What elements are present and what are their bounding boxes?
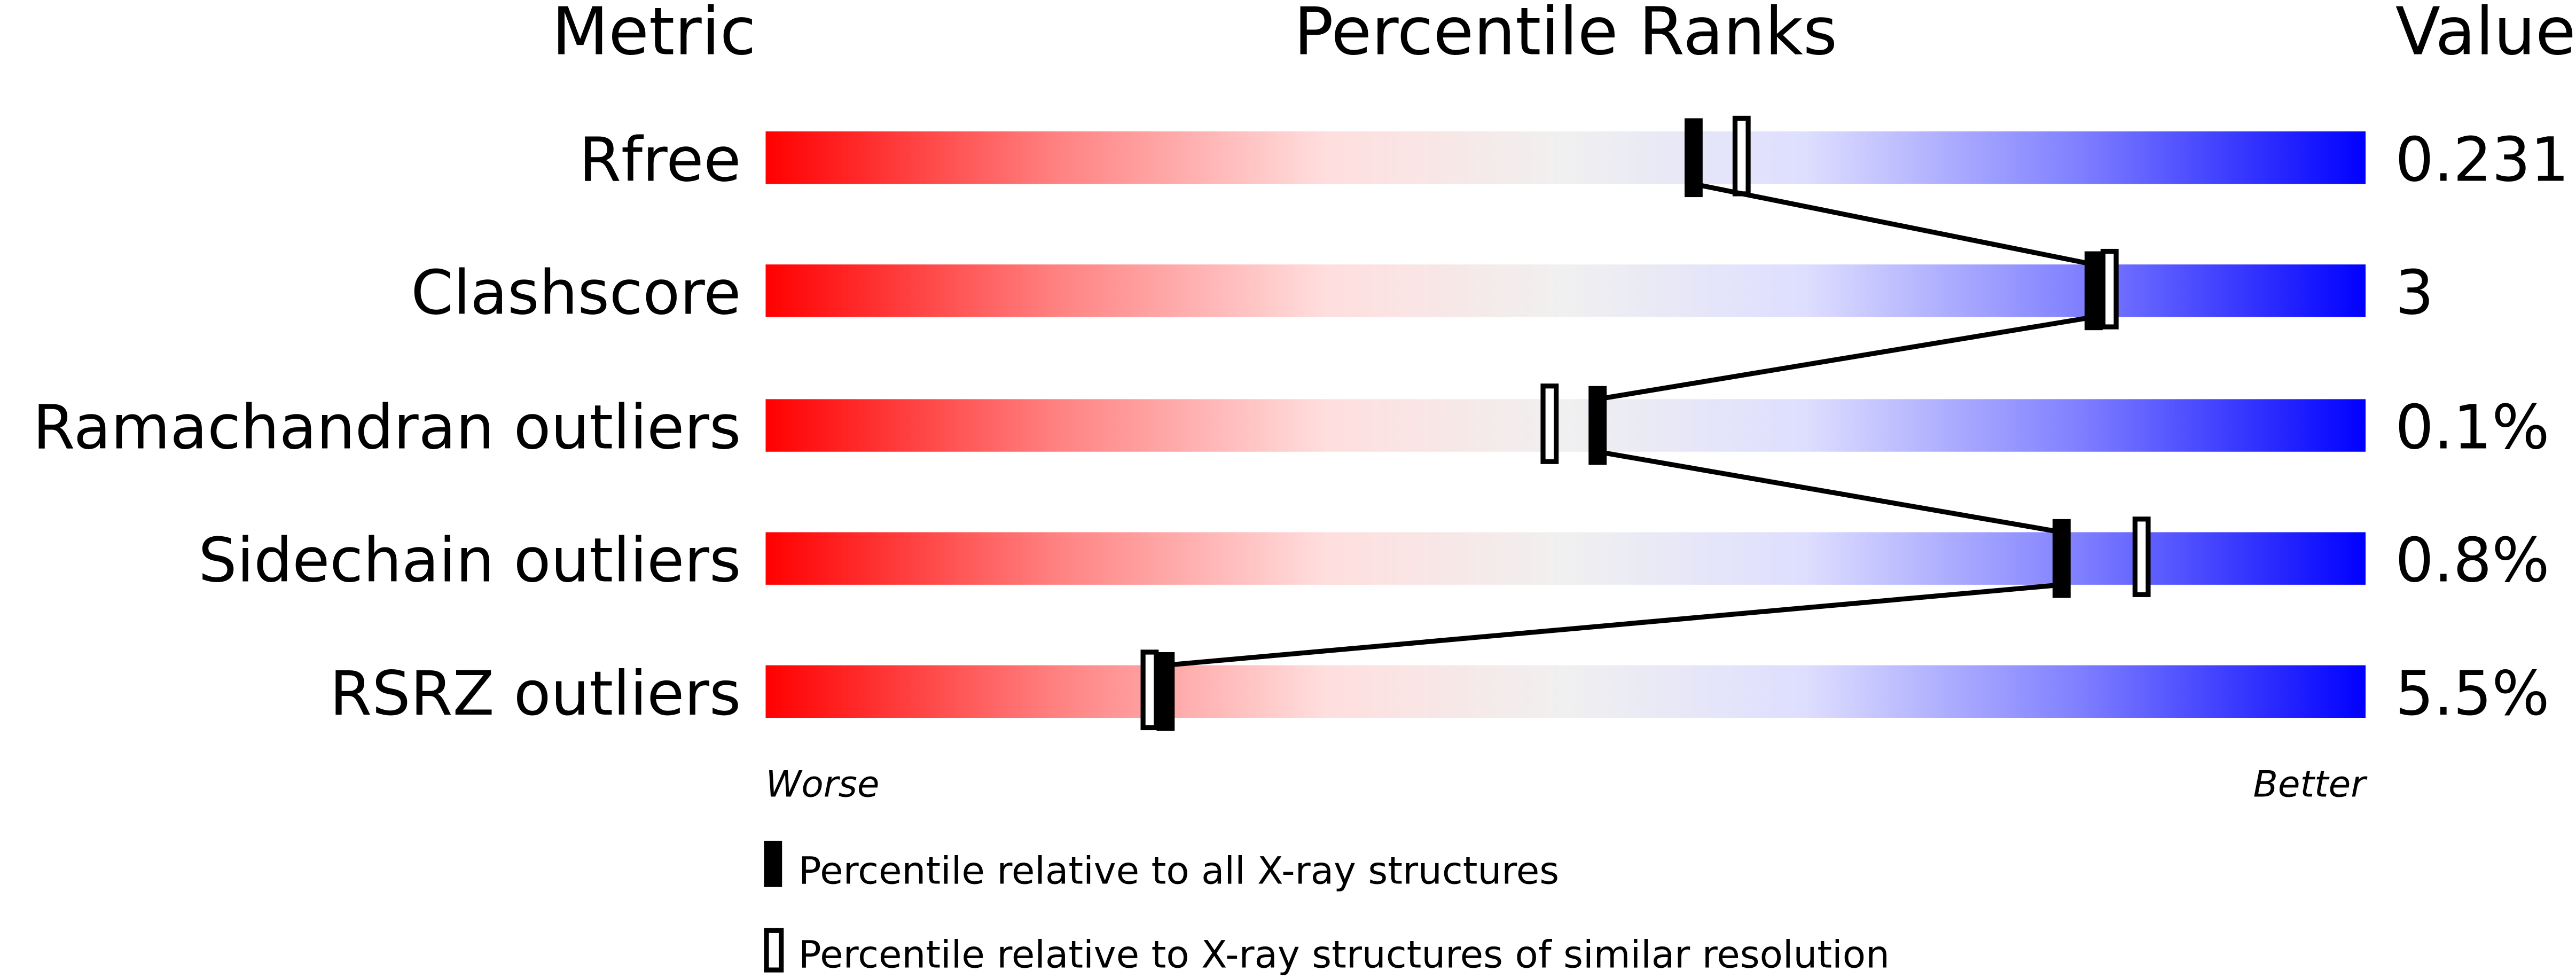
percentile-bar <box>765 532 2366 585</box>
similar-resolution-marker <box>1540 383 1559 464</box>
similar-resolution-marker <box>2132 516 2151 597</box>
similar-resolution-marker <box>2100 248 2119 330</box>
metric-value: 5.5% <box>2395 658 2549 729</box>
better-label: Better <box>2253 763 2368 805</box>
similar-resolution-marker <box>1140 649 1159 731</box>
metric-value: 0.231 <box>2395 124 2569 195</box>
legend-filled-label: Percentile relative to all X-ray structu… <box>798 849 1559 893</box>
metric-value: 3 <box>2395 257 2433 328</box>
legend-filled-marker <box>764 841 782 887</box>
metric-value: 0.1% <box>2395 392 2549 463</box>
connector-line <box>1165 582 2062 668</box>
connector-line <box>1597 449 2062 535</box>
metric-label: Sidechain outliers <box>198 525 741 596</box>
worse-label: Worse <box>765 763 879 805</box>
percentile-bar <box>765 665 2366 718</box>
percentile-bar <box>765 264 2366 317</box>
metric-value: 0.8% <box>2395 525 2549 596</box>
similar-resolution-marker <box>1732 115 1751 197</box>
metric-label: Rfree <box>579 124 741 195</box>
percentile-bar <box>765 399 2366 452</box>
header-metric: Metric <box>552 0 756 70</box>
header-value: Value <box>2395 0 2576 70</box>
legend-open-label: Percentile relative to X-ray structures … <box>798 932 1890 976</box>
metric-label: Ramachandran outliers <box>33 392 741 463</box>
connector-line <box>1597 315 2094 402</box>
connector-line <box>1693 181 2094 267</box>
percentile-bar <box>765 131 2366 184</box>
legend-open-marker <box>764 928 784 973</box>
metric-label: Clashscore <box>411 257 741 328</box>
header-percentile-ranks: Percentile Ranks <box>1294 0 1837 70</box>
metric-label: RSRZ outliers <box>330 658 741 729</box>
